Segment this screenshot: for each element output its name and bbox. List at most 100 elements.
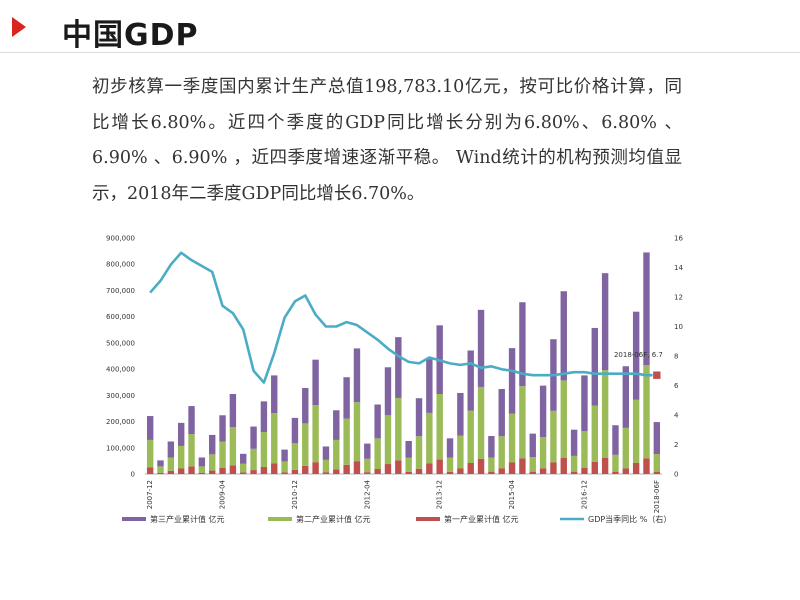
bar-tertiary — [426, 359, 433, 413]
bar-primary — [457, 468, 464, 474]
bar-secondary — [405, 457, 412, 472]
y-left-tick-label: 700,000 — [106, 287, 135, 295]
bar-tertiary — [643, 252, 650, 366]
bar-tertiary — [395, 337, 402, 398]
bar-primary — [343, 464, 350, 474]
bar-primary — [581, 467, 588, 474]
bar-secondary — [384, 415, 392, 465]
bar-primary — [177, 468, 185, 474]
bar-primary — [632, 462, 640, 474]
bar-primary — [653, 471, 661, 474]
bar-primary — [374, 469, 381, 474]
bar-primary — [426, 463, 433, 474]
bar-tertiary — [353, 348, 361, 403]
bar-primary — [498, 468, 505, 474]
bar-secondary — [177, 445, 185, 469]
bar-tertiary — [271, 375, 278, 414]
bar-secondary — [146, 439, 154, 468]
bar-secondary — [643, 365, 650, 459]
bar-tertiary — [157, 460, 164, 467]
legend-label: 第二产业累计值 亿元 — [296, 514, 371, 524]
bar-tertiary — [446, 438, 454, 458]
y-left-tick-label: 300,000 — [106, 392, 135, 400]
bar-secondary — [229, 427, 237, 466]
bar-primary — [405, 471, 412, 474]
bar-primary — [446, 471, 454, 474]
bar-secondary — [188, 434, 195, 467]
y-left-tick-label: 500,000 — [106, 339, 135, 347]
bar-secondary — [426, 412, 433, 464]
bar-secondary — [395, 397, 402, 461]
bar-secondary — [209, 454, 216, 471]
bar-secondary — [539, 437, 547, 469]
bar-tertiary — [312, 359, 319, 406]
bar-secondary — [570, 455, 578, 472]
y-left-tick-label: 100,000 — [106, 444, 135, 452]
gdp-yoy-line — [149, 251, 657, 384]
bar-tertiary — [374, 404, 381, 439]
bar-secondary — [508, 413, 516, 463]
bar-secondary — [436, 394, 443, 460]
bar-primary — [570, 471, 578, 474]
bar-primary — [353, 461, 361, 474]
bar-primary — [384, 464, 392, 474]
bar-tertiary — [384, 367, 392, 416]
bar-tertiary — [291, 417, 299, 444]
bar-secondary — [653, 454, 661, 472]
bar-secondary — [312, 405, 319, 463]
bar-series — [146, 252, 661, 474]
gdp-chart: 0 100,000 200,000 300,000 400,000 500,000 600,… — [106, 235, 683, 525]
bar-primary — [281, 472, 288, 474]
page-title: 中国GDP — [62, 18, 199, 53]
legend-label: 第一产业累计值 亿元 — [444, 514, 519, 524]
bar-primary — [436, 459, 443, 474]
bar-secondary — [271, 413, 278, 464]
bar-secondary — [250, 448, 257, 471]
bar-primary — [291, 469, 299, 474]
y-right-tick-label: 8 — [674, 353, 678, 361]
bar-secondary — [240, 463, 247, 473]
forecast-annotation: 2018-06F, 6.7 — [614, 351, 663, 359]
bar-secondary — [374, 438, 381, 470]
bar-secondary — [281, 461, 288, 473]
bar-secondary — [632, 399, 640, 463]
bar-primary — [612, 471, 619, 474]
bar-primary — [240, 472, 247, 474]
bar-primary — [250, 470, 257, 474]
legend-swatch — [416, 517, 440, 521]
bar-primary — [364, 472, 371, 474]
y-right-tick-label: 0 — [674, 471, 678, 479]
bar-tertiary — [581, 375, 588, 432]
bar-tertiary — [167, 441, 175, 458]
bar-tertiary — [457, 392, 464, 436]
bar-primary — [188, 466, 195, 474]
y-left-tick-label: 400,000 — [106, 366, 135, 374]
bar-tertiary — [302, 387, 309, 424]
chart-annotation-group: 2018-06F, 6.7 — [614, 351, 663, 380]
y-right-tick-label: 12 — [674, 294, 683, 302]
bar-primary — [322, 472, 330, 474]
bar-secondary — [622, 427, 630, 469]
bar-primary — [415, 468, 423, 474]
bar-tertiary — [622, 366, 630, 428]
bar-tertiary — [343, 377, 350, 419]
bar-secondary — [488, 457, 495, 472]
bar-tertiary — [209, 434, 216, 455]
bar-tertiary — [250, 426, 257, 449]
bar-primary — [198, 472, 206, 474]
bar-secondary — [446, 457, 454, 472]
bar-tertiary — [601, 273, 609, 371]
title-arrow-icon — [12, 17, 26, 37]
bar-tertiary — [529, 433, 536, 458]
bar-secondary — [498, 436, 505, 469]
bar-primary — [157, 472, 164, 474]
bar-tertiary — [364, 443, 371, 459]
legend-label: 第三产业累计值 亿元 — [150, 514, 225, 524]
bar-tertiary — [519, 302, 526, 387]
bar-secondary — [260, 432, 268, 467]
bar-primary — [167, 470, 175, 474]
bar-tertiary — [281, 449, 288, 462]
bar-primary — [539, 468, 547, 474]
bar-tertiary — [570, 429, 578, 456]
y-right-tick-label: 2 — [674, 441, 678, 449]
